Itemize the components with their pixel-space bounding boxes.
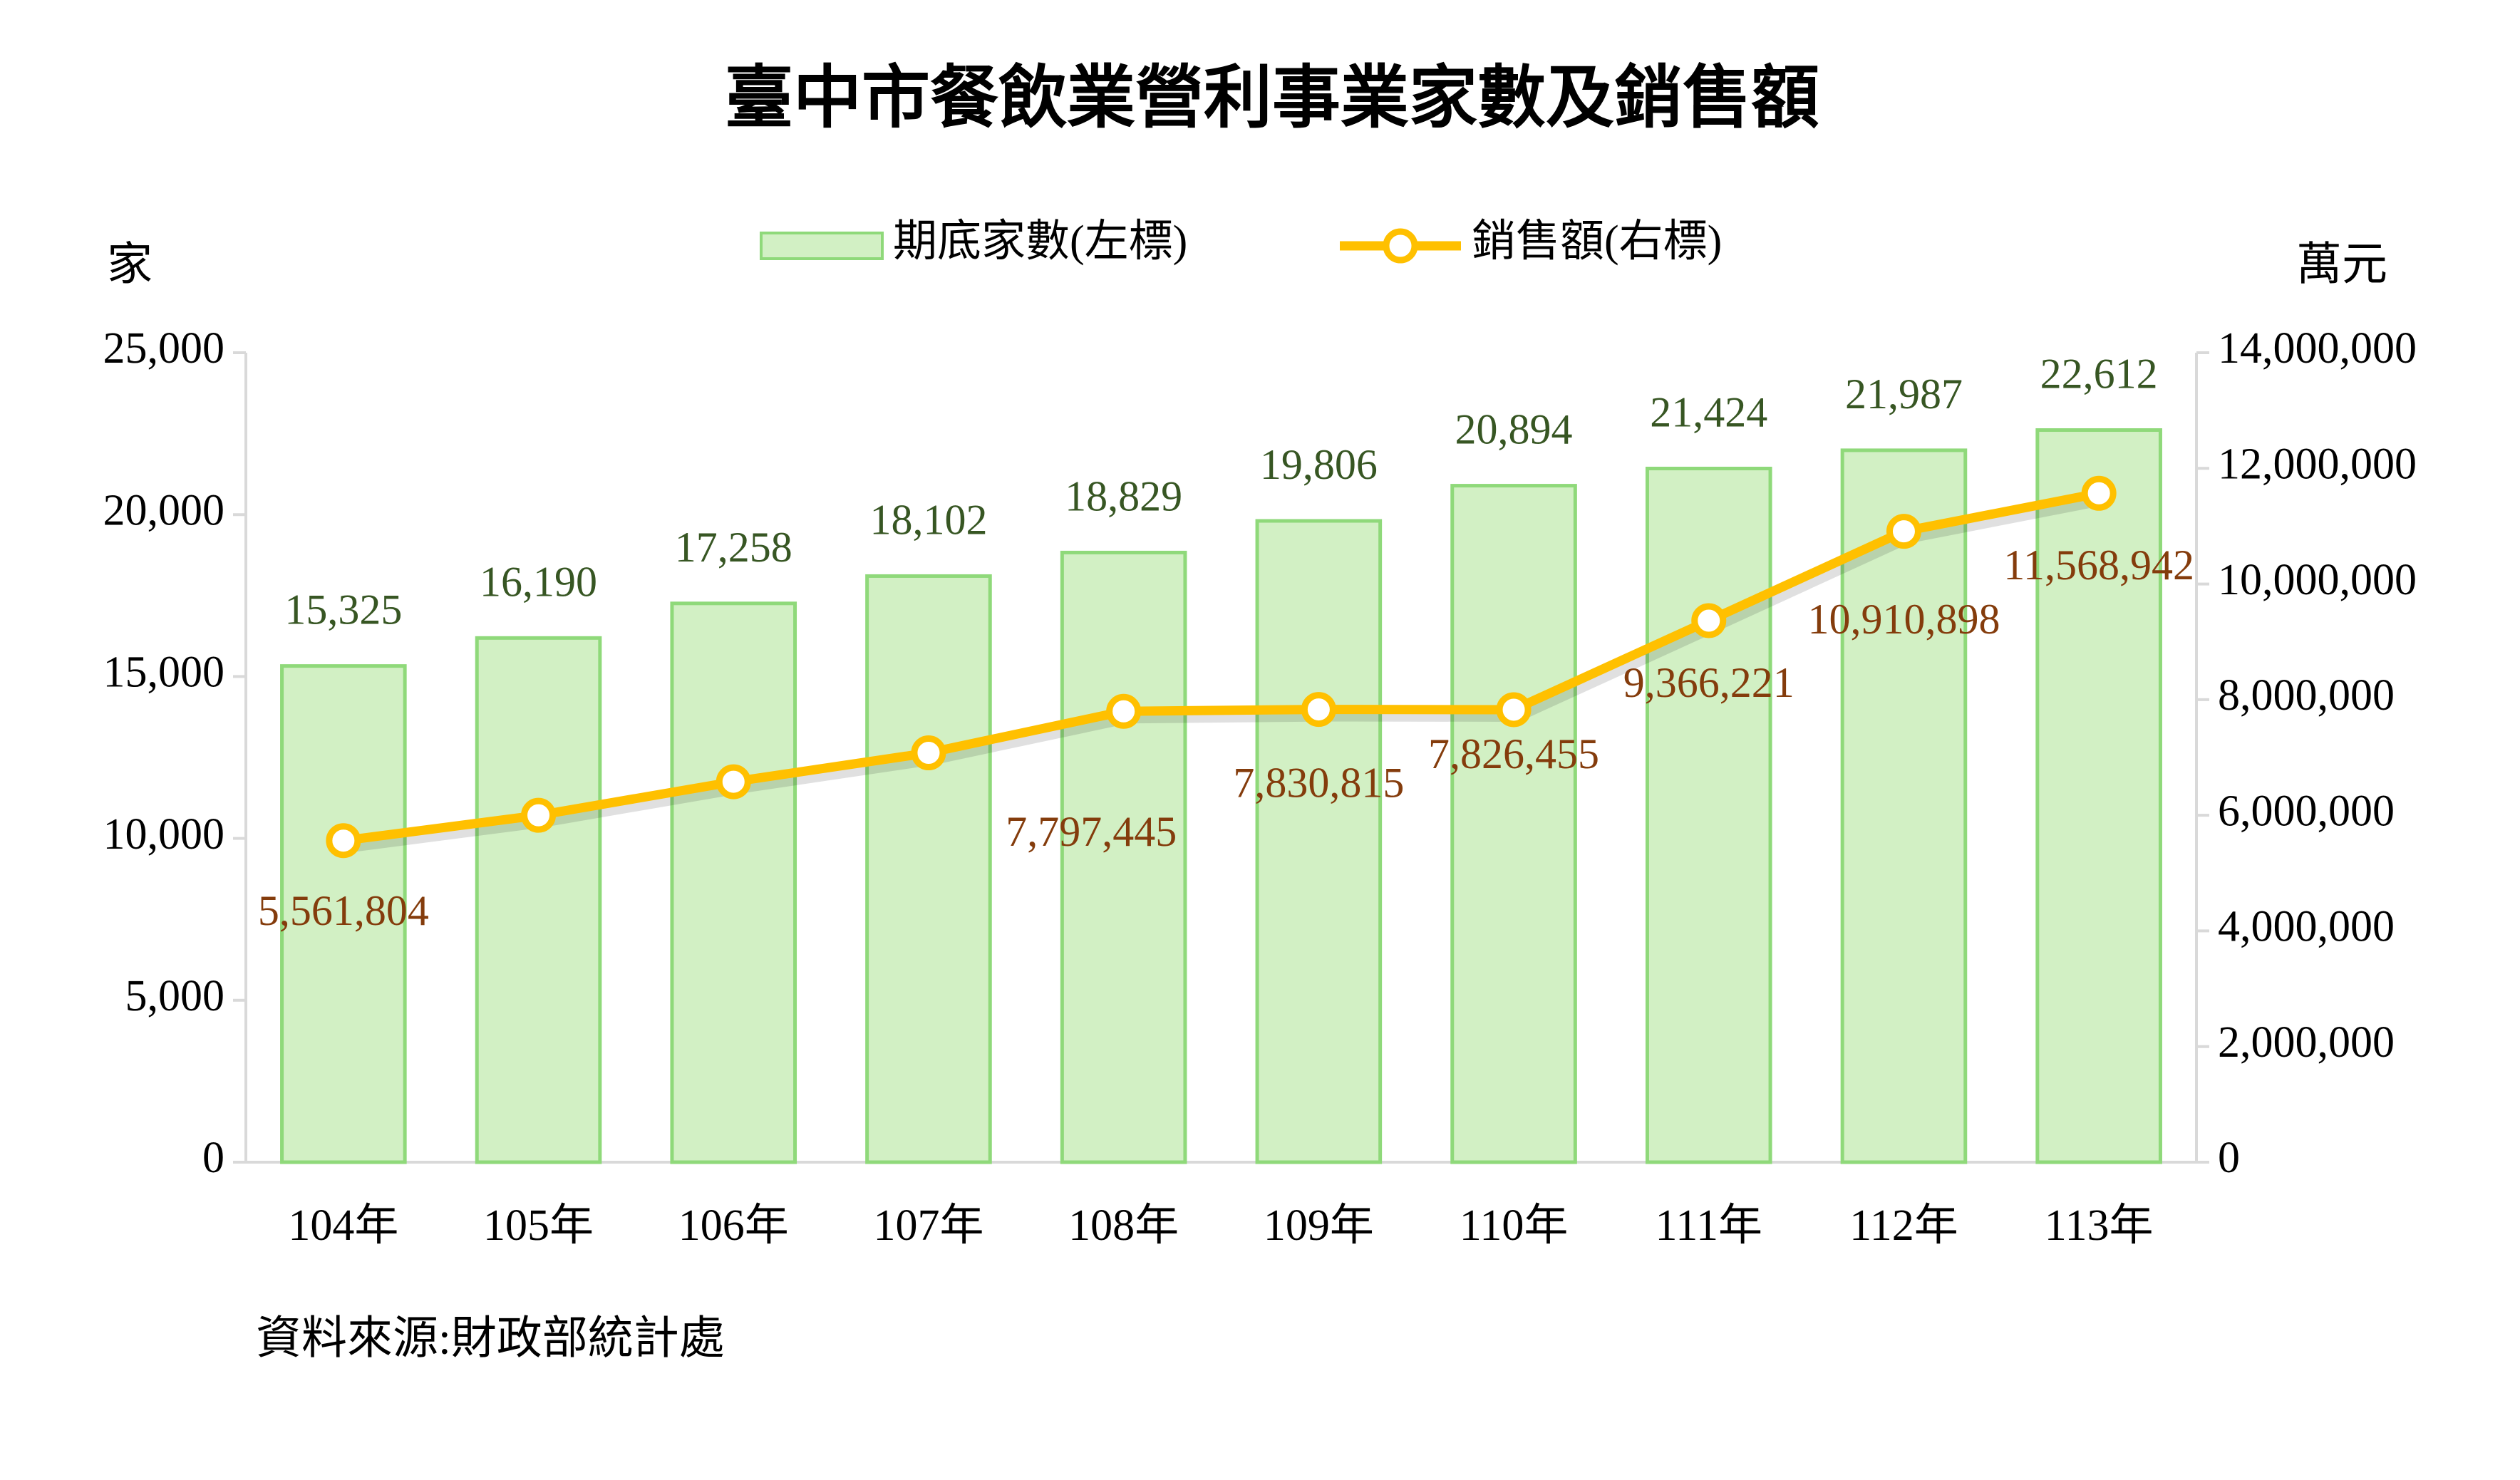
bar — [1840, 448, 1968, 1164]
line-marker — [716, 764, 751, 799]
chart-title: 臺中市餐飲業營利事業家數及銷售額 — [725, 60, 1819, 136]
y-tick-label: 5,000 — [125, 972, 225, 1020]
x-tick-label: 105年 — [483, 1201, 594, 1250]
y-tick-label: 10,000 — [103, 810, 225, 859]
line-marker — [1691, 603, 1727, 638]
y-tick-label: 25,000 — [103, 324, 225, 373]
bar — [1450, 484, 1577, 1164]
y2-tick-label: 0 — [2218, 1134, 2240, 1182]
line-marker — [1106, 693, 1142, 729]
bar — [475, 636, 602, 1164]
x-tick-label: 111年 — [1656, 1201, 1762, 1250]
line-value-label: 10,910,898 — [1807, 596, 2000, 643]
bar-value-label: 15,325 — [284, 586, 402, 633]
line-value-label: 11,568,942 — [2003, 542, 2194, 589]
bar-value-label: 18,102 — [869, 497, 987, 544]
line-value-label: 7,830,815 — [1233, 759, 1404, 806]
x-tick-label: 113年 — [2045, 1201, 2154, 1250]
y2-tick-label: 6,000,000 — [2218, 787, 2395, 835]
legend-swatch — [760, 232, 884, 260]
line-value-label: 7,826,455 — [1428, 730, 1599, 777]
y2-tick-label: 8,000,000 — [2218, 671, 2395, 720]
bar — [1645, 466, 1772, 1164]
y-tick-label: 20,000 — [103, 486, 225, 534]
y2-tick-label: 4,000,000 — [2218, 903, 2395, 951]
line-marker — [2081, 475, 2117, 511]
bar — [670, 601, 797, 1164]
source-note: 資料來源:財政部統計處 — [256, 1313, 725, 1364]
y2-tick-label: 10,000,000 — [2218, 556, 2417, 604]
line-shadow — [346, 495, 2105, 853]
line — [343, 488, 2100, 846]
y2-axis-label: 萬元 — [2296, 239, 2387, 290]
line-value-label: 7,797,445 — [1006, 808, 1177, 855]
bar — [280, 664, 407, 1164]
bar-value-label: 20,894 — [1455, 406, 1573, 453]
x-tick-label: 109年 — [1264, 1201, 1374, 1250]
y-tick-label: 0 — [202, 1134, 224, 1182]
line-marker — [326, 823, 361, 859]
legend-marker — [1383, 228, 1418, 264]
y-axis-label: 家 — [107, 239, 153, 290]
x-tick-label: 112年 — [1849, 1201, 1958, 1250]
y-tick-label: 15,000 — [103, 648, 225, 697]
x-tick-label: 108年 — [1068, 1201, 1179, 1250]
line-marker — [1301, 692, 1336, 728]
x-tick-label: 107年 — [873, 1201, 983, 1250]
x-tick-label: 104年 — [288, 1201, 398, 1250]
bar-value-label: 17,258 — [675, 524, 792, 571]
line-marker — [911, 735, 946, 771]
line-value-label: 5,561,804 — [258, 887, 429, 934]
x-tick-label: 106年 — [678, 1201, 789, 1250]
y2-tick-label: 14,000,000 — [2218, 324, 2417, 373]
line-value-label: 9,366,221 — [1623, 659, 1795, 706]
bar — [865, 574, 992, 1164]
bar-value-label: 19,806 — [1260, 441, 1378, 488]
y2-tick-label: 12,000,000 — [2218, 440, 2417, 489]
line-marker — [1496, 692, 1532, 728]
line-marker — [521, 797, 557, 833]
legend-label: 銷售額(右標) — [1472, 217, 1722, 266]
bar — [1255, 519, 1383, 1164]
y2-tick-label: 2,000,000 — [2218, 1018, 2395, 1067]
bar-value-label: 18,829 — [1065, 473, 1182, 520]
bar — [2035, 428, 2162, 1164]
bar-value-label: 21,424 — [1650, 389, 1767, 436]
legend-label: 期底家數(左標) — [893, 217, 1187, 266]
bar-value-label: 21,987 — [1845, 371, 1963, 418]
bar-value-label: 16,190 — [480, 558, 597, 605]
bar-value-label: 22,612 — [2040, 351, 2158, 398]
bar — [1060, 550, 1187, 1164]
line-marker — [1886, 514, 1921, 549]
x-tick-label: 110年 — [1460, 1201, 1569, 1250]
